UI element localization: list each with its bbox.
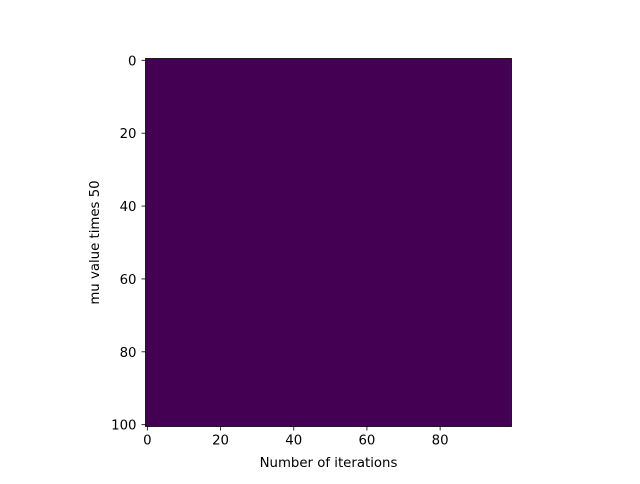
y-tick-label: 100 [111,419,136,434]
y-tick-label: 0 [128,54,136,69]
x-axis-ticks: 0 20 40 60 80 [143,426,449,449]
y-tick-label: 20 [120,127,137,142]
y-tick-label: 40 [120,200,137,215]
y-axis-ticks: 0 20 40 60 80 100 [111,54,146,434]
x-tick-label: 20 [212,434,229,449]
y-tick-label: 80 [120,346,137,361]
x-tick-label: 40 [285,434,302,449]
heatmap-image [145,58,512,427]
x-tick-label: 60 [358,434,375,449]
y-axis-label: mu value times 50 [88,180,103,304]
x-tick-label: 80 [432,434,449,449]
axes-frame [145,58,512,427]
y-tick-label: 60 [120,273,137,288]
x-tick-label: 0 [143,434,151,449]
x-axis-label: Number of iterations [260,456,398,471]
